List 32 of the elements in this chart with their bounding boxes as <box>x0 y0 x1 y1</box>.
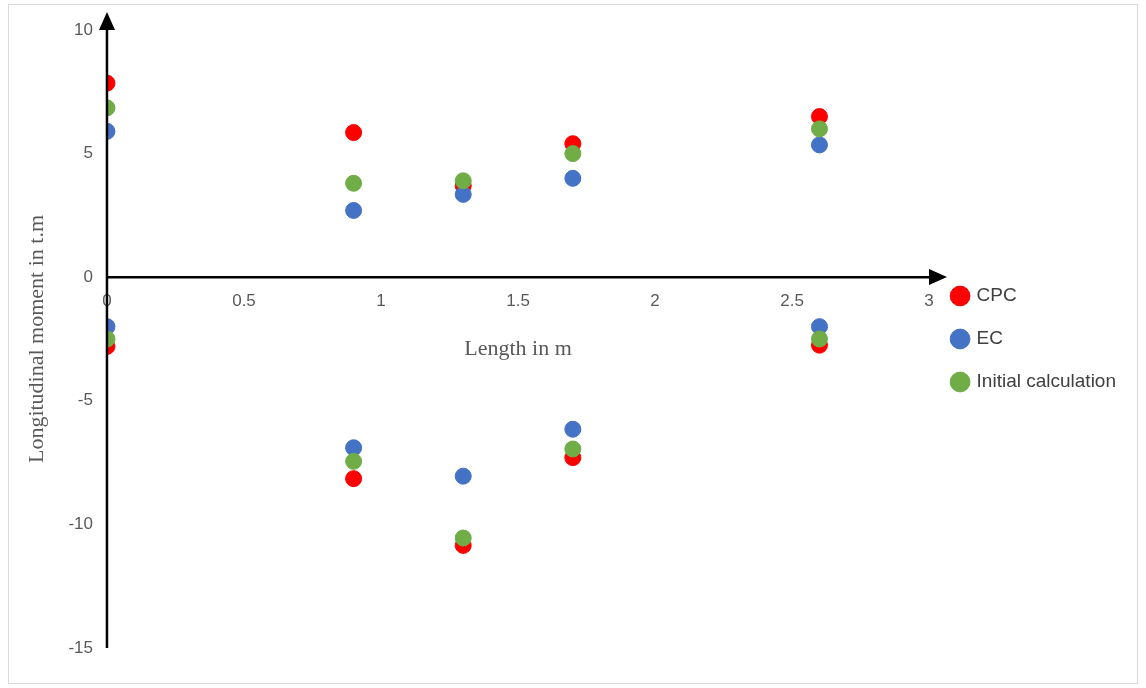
point <box>564 169 582 187</box>
x-tick-label: 2 <box>650 291 660 311</box>
legend-label: CPC <box>976 284 1017 306</box>
point <box>810 136 828 154</box>
y-tick-label: 5 <box>83 143 93 163</box>
point <box>345 174 363 192</box>
y-tick-label: 10 <box>74 19 93 39</box>
x-tick-label: 2.5 <box>780 291 804 311</box>
point <box>810 330 828 348</box>
point <box>345 470 363 488</box>
point <box>810 120 828 138</box>
point <box>564 145 582 163</box>
point <box>345 124 363 142</box>
y-tick-label: -15 <box>68 637 93 657</box>
point <box>564 440 582 458</box>
point <box>454 172 472 190</box>
x-tick-label: 1.5 <box>506 291 530 311</box>
y-tick-label: -10 <box>68 514 93 534</box>
x-axis-title: Length in m <box>464 334 572 360</box>
y-tick-label: 0 <box>83 266 93 286</box>
x-tick-label: 0.5 <box>232 291 256 311</box>
point <box>454 529 472 547</box>
x-tick-label: 1 <box>376 291 386 311</box>
x-tick-label: 3 <box>924 291 934 311</box>
point <box>345 452 363 470</box>
legend-label: Initial calculation <box>976 370 1117 392</box>
point <box>564 420 582 438</box>
point <box>345 201 363 219</box>
y-axis-title: Longitudinal moment in t.m <box>22 214 48 464</box>
legend-label: EC <box>976 327 1003 349</box>
point <box>454 467 472 485</box>
y-tick-label: -5 <box>77 390 93 410</box>
